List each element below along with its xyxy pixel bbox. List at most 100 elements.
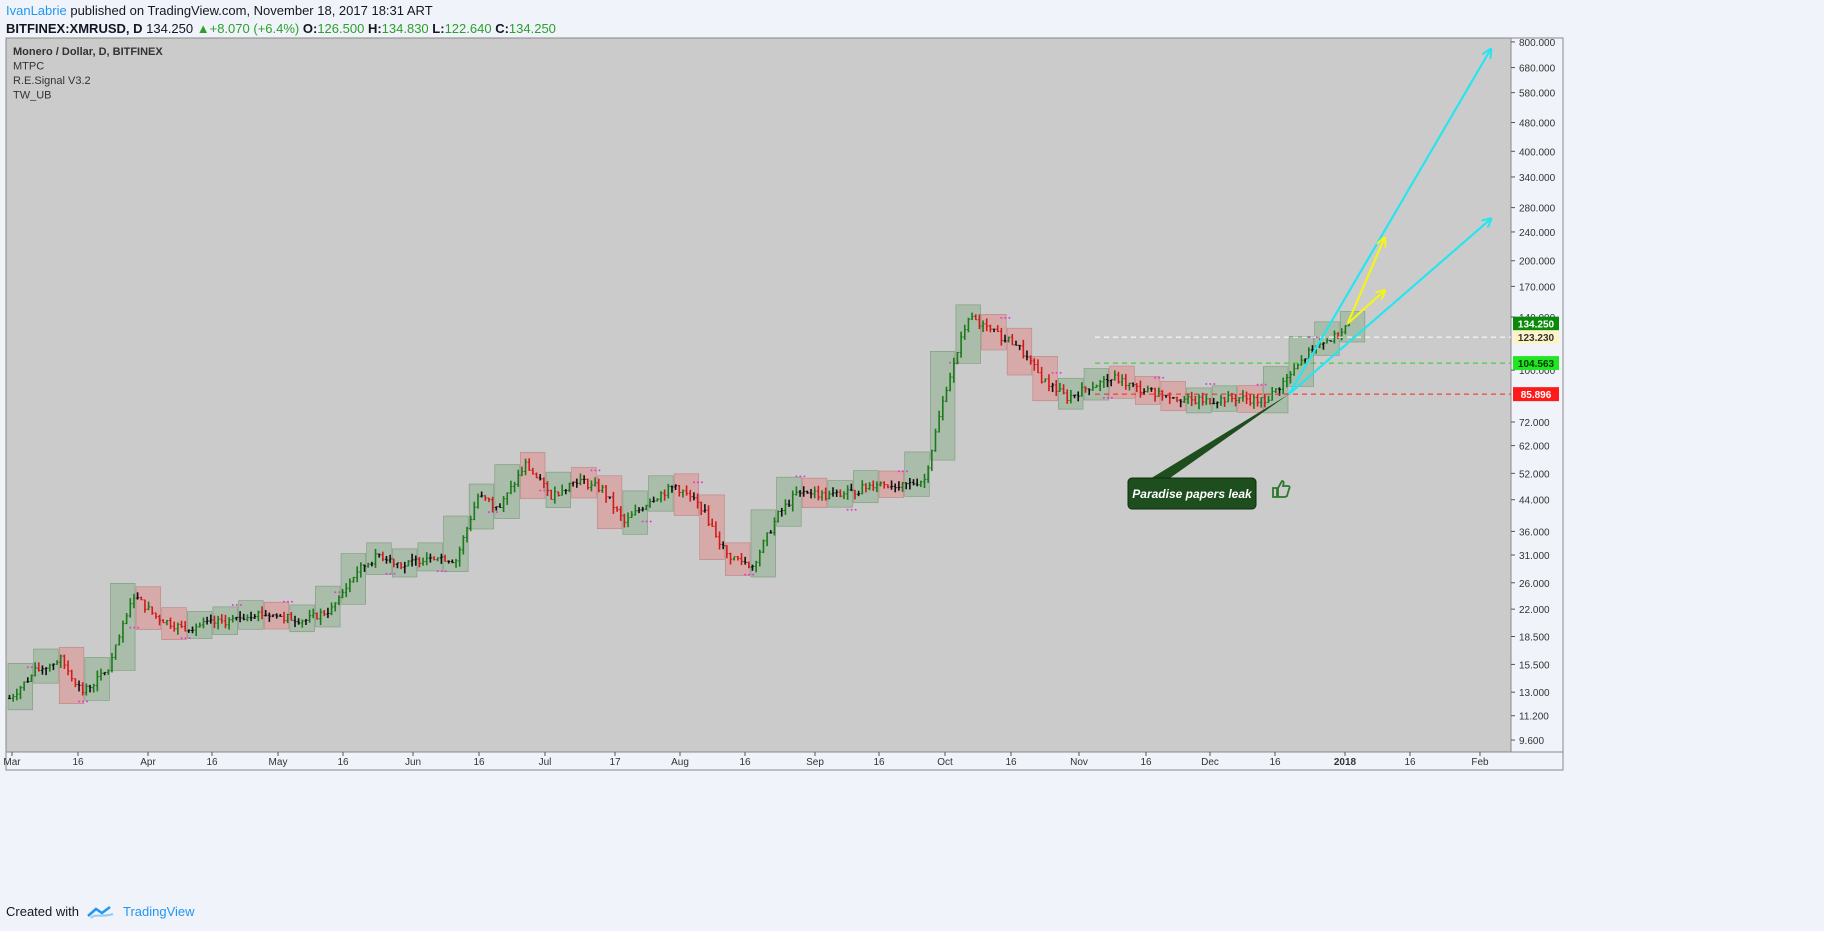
signal-dot (184, 637, 187, 640)
projection-arrow (1288, 50, 1490, 395)
signal-dot (1051, 371, 1054, 374)
x-tick-label: 16 (206, 757, 218, 768)
x-tick-label: 16 (1005, 757, 1017, 768)
tradingview-logo-icon (87, 905, 114, 919)
y-tick-label: 22.000 (1519, 605, 1550, 616)
y-tick-label: 13.000 (1519, 688, 1550, 699)
callout-pointer (1140, 394, 1289, 485)
signal-dot (440, 570, 443, 573)
legend-line: TW_UB (13, 90, 52, 102)
signal-dot (239, 603, 242, 606)
legend-line: MTPC (13, 61, 44, 73)
signal-dot (850, 508, 853, 511)
candles (8, 312, 1351, 703)
x-tick-label: 16 (1140, 757, 1152, 768)
open-value: 126.500 (317, 21, 365, 36)
signal-dot (487, 511, 490, 514)
projection-arrow (1288, 219, 1490, 395)
x-tick-label: 2018 (1334, 757, 1357, 768)
price-label-box (1513, 316, 1559, 331)
low-value: 122.640 (444, 21, 492, 36)
signal-dot (137, 626, 140, 629)
y-tick-label: 18.500 (1519, 632, 1550, 643)
y-tick-label: 400.000 (1519, 147, 1556, 158)
y-tick-label: 36.000 (1519, 527, 1550, 538)
projection-arrow (1346, 291, 1385, 325)
range-box (520, 452, 546, 499)
x-tick-label: 16 (72, 757, 84, 768)
signal-dot (692, 481, 695, 484)
y-tick-label: 9.600 (1519, 736, 1544, 747)
range-box (1006, 327, 1033, 376)
y-tick-label: 31.000 (1519, 551, 1550, 562)
x-tick-label: 16 (1269, 757, 1281, 768)
signal-dot (1205, 383, 1208, 386)
y-tick-label: 240.000 (1519, 228, 1556, 239)
signal-dot (291, 600, 293, 603)
signal-dot (1256, 383, 1259, 386)
signal-dot (901, 470, 904, 473)
x-tick-label: 16 (873, 757, 885, 768)
signal-dot (1059, 371, 1062, 374)
last-price: 134.250 (146, 21, 194, 36)
y-tick-label: 580.000 (1519, 89, 1556, 100)
author-link[interactable]: IvanLabrie (6, 3, 67, 18)
x-tick-label: Feb (1471, 757, 1489, 768)
time-axis (5, 751, 1564, 771)
x-tick-label: 16 (473, 757, 485, 768)
range-box (1160, 380, 1186, 412)
signal-dot (444, 570, 447, 573)
symbol-label: BITFINEX:XMRUSD, D (6, 21, 143, 36)
projection-arrow (1346, 239, 1385, 325)
signal-dot (803, 475, 806, 478)
price-label: 85.896 (1521, 390, 1552, 401)
y-tick-label: 680.000 (1519, 64, 1556, 75)
signal-dot (799, 475, 802, 478)
range-box (468, 483, 495, 530)
high-value: 134.830 (381, 21, 429, 36)
range-box (699, 494, 725, 560)
range-box (545, 471, 571, 508)
thumbs-up-icon (1272, 480, 1291, 498)
signal-dot (133, 626, 136, 629)
range-box (596, 475, 623, 530)
signal-dot (700, 481, 703, 484)
x-tick-label: Mar (3, 757, 21, 768)
signal-dot (385, 572, 388, 575)
range-box (1083, 368, 1109, 401)
y-tick-label: 100.000 (1519, 366, 1556, 377)
y-tick-label: 480.000 (1519, 119, 1556, 130)
x-tick-label: 16 (739, 757, 751, 768)
range-box (289, 604, 315, 633)
signal-dot (82, 700, 85, 703)
y-tick-label: 340.000 (1519, 173, 1556, 184)
signal-dot (180, 637, 183, 640)
tradingview-brand-link[interactable]: TradingView (122, 904, 195, 919)
signal-dot (598, 469, 601, 472)
signal-dot (846, 508, 849, 511)
range-box (955, 304, 981, 364)
x-tick-label: Aug (671, 757, 689, 768)
signal-dot (334, 591, 337, 594)
signal-dot (590, 469, 593, 472)
range-box (981, 314, 1007, 351)
signal-dot (1307, 336, 1310, 339)
price-label-box (1513, 356, 1559, 371)
x-tick-label: May (269, 757, 288, 768)
price-label-box (1513, 387, 1559, 402)
callout-text: Paradise papers leak (1132, 487, 1253, 501)
signal-dot (645, 520, 648, 523)
range-box (904, 451, 930, 497)
signal-dot (235, 603, 238, 606)
signal-dot (26, 666, 29, 669)
range-box (366, 542, 392, 575)
publish-info: IvanLabrie published on TradingView.com,… (6, 3, 433, 18)
y-tick-label: 200.000 (1519, 257, 1556, 268)
y-tick-label: 44.000 (1519, 496, 1550, 507)
signal-dot (78, 700, 81, 703)
y-tick-label: 800.000 (1519, 38, 1556, 49)
signal-dot (696, 481, 699, 484)
signal-dot (1213, 383, 1216, 386)
range-box (494, 464, 520, 519)
